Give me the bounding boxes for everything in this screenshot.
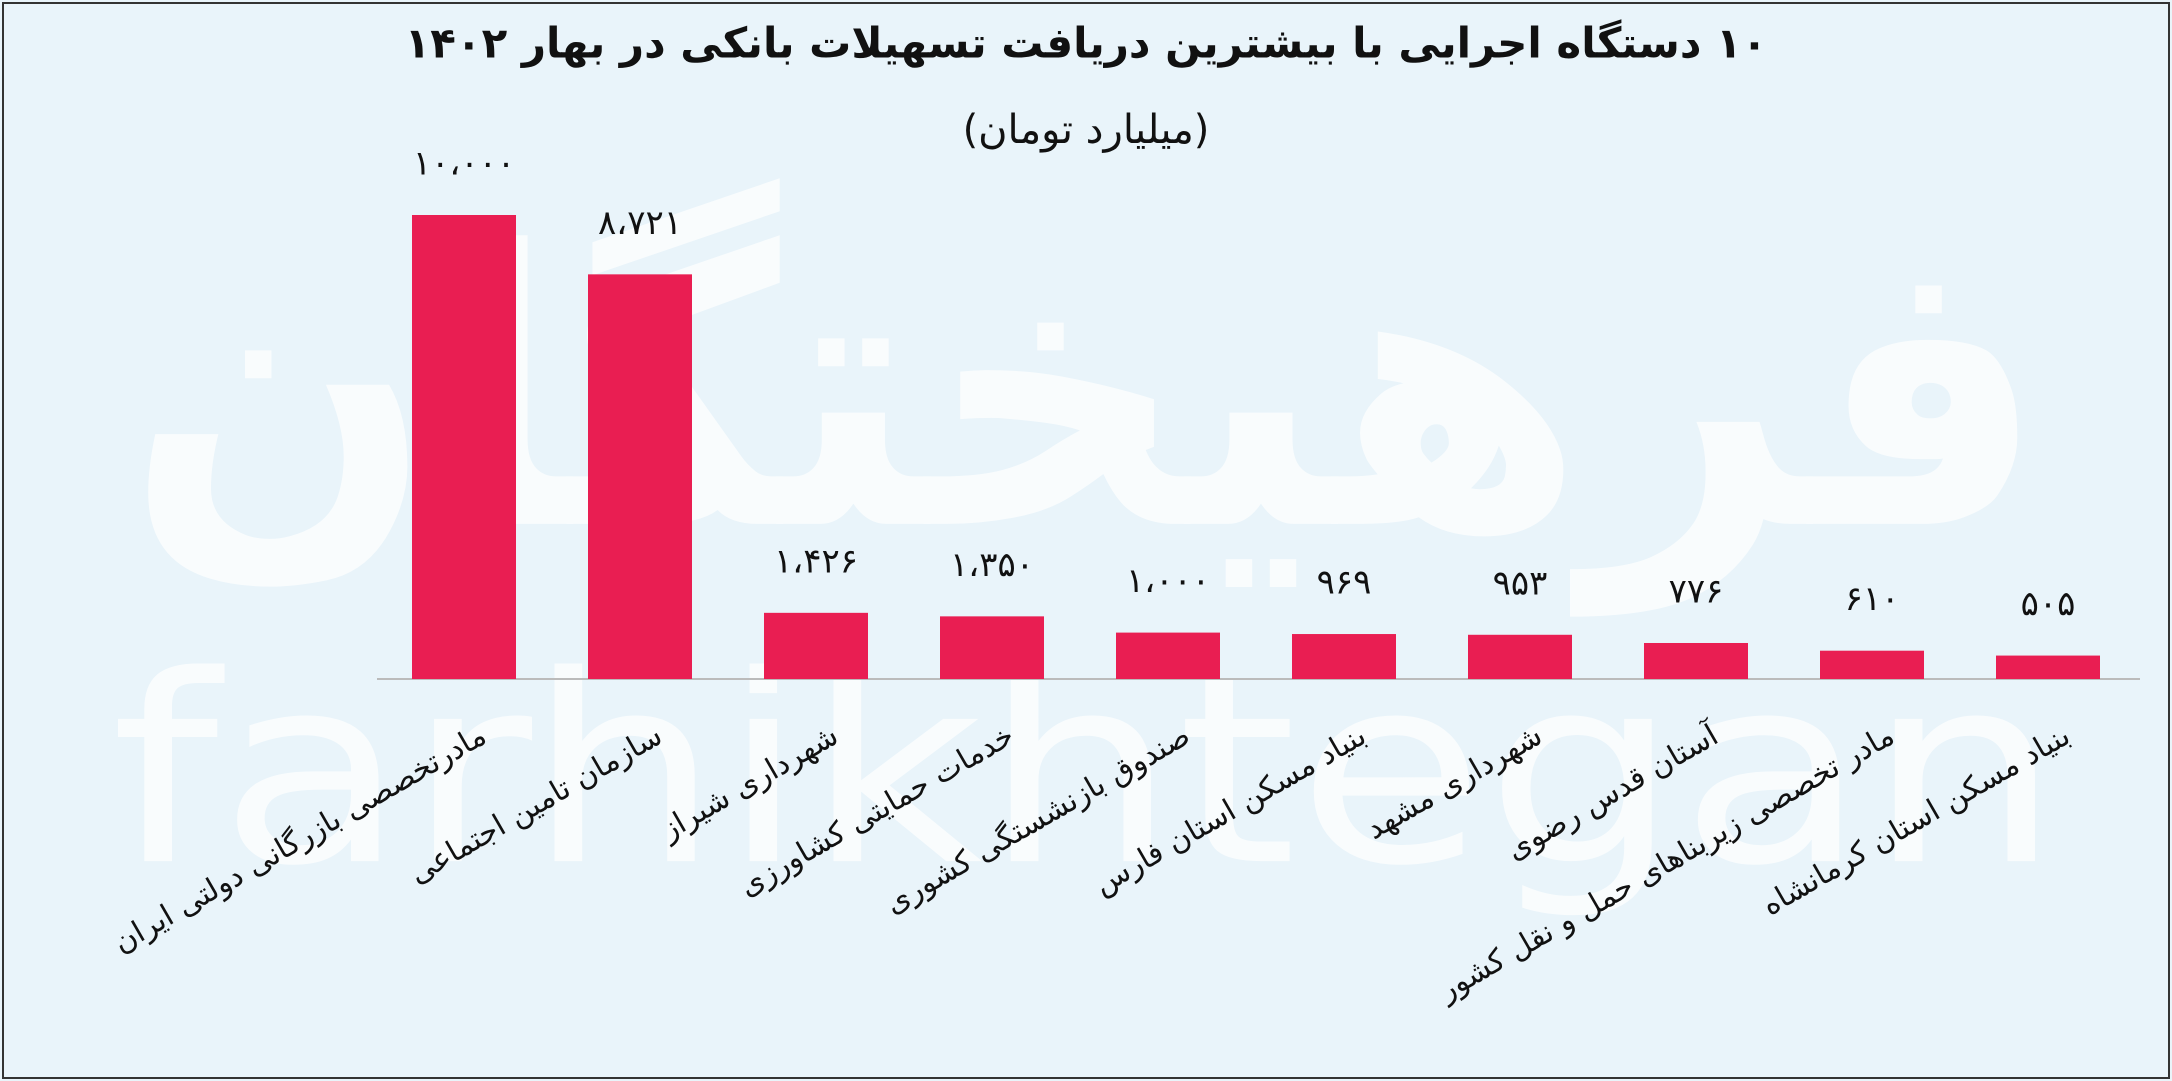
value-label: ۱۰،۰۰۰ [413, 144, 515, 184]
value-label: ۵۰۵ [2021, 584, 2076, 624]
chart-subtitle: (میلیارد تومان) [963, 107, 1210, 153]
value-label: ۶۱۰ [1845, 579, 1900, 619]
bar [940, 616, 1044, 679]
bar [1468, 634, 1572, 679]
bar [1116, 632, 1220, 679]
bar [1292, 634, 1396, 679]
bar [412, 215, 516, 679]
bar [1996, 655, 2100, 679]
value-label: ۹۶۹ [1317, 563, 1372, 603]
value-label: ۱،۳۵۰ [950, 545, 1034, 585]
bar [588, 274, 692, 679]
value-label: ۱،۴۲۶ [774, 541, 858, 581]
bar [764, 612, 868, 679]
value-label: ۸،۷۲۱ [598, 203, 682, 243]
bar [1644, 642, 1748, 679]
value-label: ۹۵۳ [1493, 563, 1548, 603]
value-label: ۱،۰۰۰ [1126, 561, 1210, 601]
bar [1820, 650, 1924, 679]
chart-title: ۱۰ دستگاه اجرایی با بیشترین دریافت تسهیل… [405, 19, 1768, 69]
value-label: ۷۷۶ [1669, 571, 1724, 611]
